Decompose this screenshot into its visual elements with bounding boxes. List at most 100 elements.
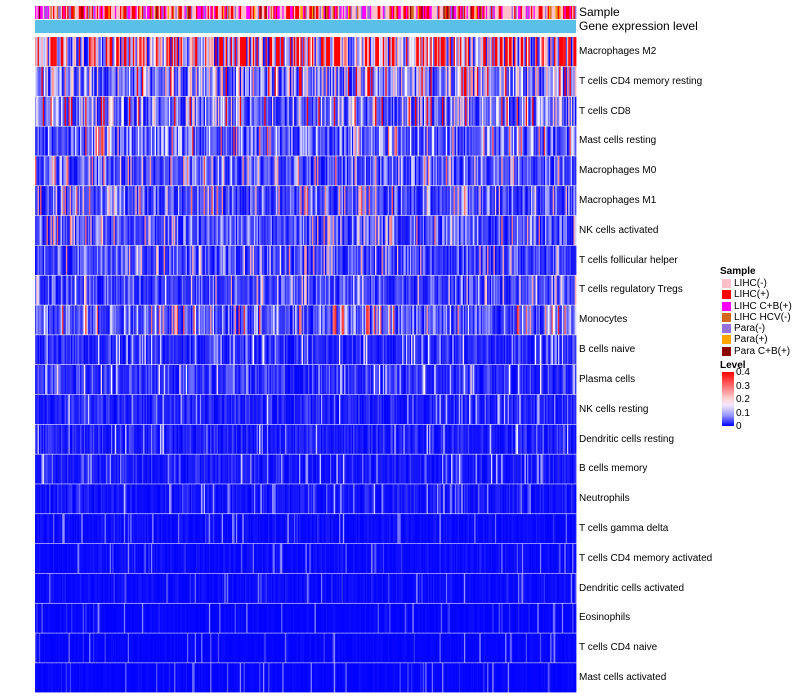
- heatmap-cell: [246, 66, 248, 97]
- heatmap-cell: [398, 335, 400, 365]
- heatmap-cell: [179, 96, 181, 126]
- heatmap-cell: [308, 96, 310, 126]
- heatmap-cell: [430, 275, 433, 305]
- heatmap-cell: [324, 275, 327, 305]
- heatmap-cell: [475, 305, 478, 335]
- heatmap-cell: [159, 245, 162, 275]
- heatmap-cell: [467, 37, 470, 67]
- sample-cell: [342, 6, 345, 19]
- heatmap-cell: [154, 305, 157, 335]
- heatmap-cell: [466, 305, 469, 335]
- heatmap-cell: [501, 126, 503, 156]
- heatmap-cell: [46, 186, 49, 216]
- heatmap-cell: [572, 305, 574, 335]
- heatmap-cell: [424, 305, 426, 335]
- heatmap-cell: [53, 245, 55, 275]
- heatmap-cell: [405, 37, 408, 67]
- heatmap-cell: [129, 126, 131, 156]
- heatmap-cell: [566, 186, 569, 216]
- heatmap-cell: [244, 305, 247, 335]
- heatmap-cell: [503, 245, 506, 275]
- heatmap-cell: [529, 66, 532, 97]
- heatmap-cell: [89, 335, 91, 365]
- heatmap-cell: [453, 215, 456, 246]
- heatmap-cell: [114, 215, 117, 246]
- heatmap-cell: [233, 245, 236, 275]
- heatmap-cell: [302, 275, 305, 305]
- heatmap-cell: [268, 215, 270, 246]
- expression-annotation-bar: [35, 20, 576, 33]
- sample-cell: [492, 6, 494, 19]
- heatmap-cell: [357, 186, 359, 216]
- heatmap-cell: [501, 156, 503, 186]
- heatmap-cell: [430, 186, 433, 216]
- heatmap-cell: [469, 66, 471, 97]
- heatmap-cell: [126, 126, 129, 156]
- heatmap-cell: [86, 335, 89, 365]
- heatmap-cell: [371, 96, 373, 126]
- heatmap-cell: [64, 156, 67, 186]
- heatmap-cell: [250, 66, 252, 97]
- heatmap-cell: [108, 335, 111, 365]
- heatmap-cell: [261, 335, 264, 365]
- heatmap-cell: [99, 186, 102, 216]
- heatmap-cell: [272, 215, 274, 246]
- heatmap-cell: [189, 126, 192, 156]
- heatmap-cell: [42, 37, 45, 67]
- heatmap-cell: [327, 96, 330, 126]
- heatmap-cell: [362, 245, 364, 275]
- heatmap-cell: [282, 186, 285, 216]
- heatmap-cell: [320, 126, 323, 156]
- heatmap-cell: [49, 37, 51, 67]
- heatmap-cell: [281, 37, 283, 67]
- heatmap-cell: [36, 215, 38, 246]
- heatmap-cell: [159, 215, 162, 246]
- heatmap-cell: [485, 66, 488, 97]
- heatmap-cell: [338, 156, 341, 186]
- heatmap-cell: [520, 275, 523, 305]
- heatmap-cell: [261, 96, 264, 126]
- heatmap-cell: [118, 156, 121, 186]
- heatmap-cell: [170, 275, 172, 305]
- heatmap-cell: [297, 186, 300, 216]
- heatmap-cell: [217, 66, 220, 97]
- heatmap-cell: [295, 37, 297, 67]
- heatmap-cell: [408, 96, 411, 126]
- heatmap-cell: [197, 275, 199, 305]
- heatmap-cell: [149, 275, 152, 305]
- heatmap-cell: [109, 156, 112, 186]
- heatmap-cell: [166, 66, 169, 97]
- heatmap-cell: [96, 245, 99, 275]
- heatmap-cell: [286, 245, 288, 275]
- heatmap-cell: [242, 245, 245, 275]
- heatmap-cell: [387, 96, 390, 126]
- heatmap-cell: [301, 37, 304, 67]
- heatmap-cell: [60, 37, 63, 67]
- heatmap-cell: [327, 66, 330, 97]
- heatmap-cell: [300, 126, 303, 156]
- heatmap-cell: [144, 96, 147, 126]
- heatmap-cell: [71, 66, 73, 97]
- heatmap-cell: [373, 126, 376, 156]
- heatmap-cell: [54, 215, 57, 246]
- heatmap-cell: [525, 275, 528, 305]
- heatmap-cell: [551, 126, 554, 156]
- heatmap-cell: [277, 305, 279, 335]
- heatmap-cell: [98, 186, 100, 216]
- heatmap-cell: [488, 156, 491, 186]
- heatmap-cell: [322, 335, 324, 365]
- sample-cell: [490, 6, 493, 19]
- heatmap-cell: [462, 335, 465, 365]
- sample-cell: [518, 6, 520, 19]
- heatmap-cell: [554, 66, 556, 97]
- heatmap-cell: [489, 305, 492, 335]
- heatmap-cell: [395, 126, 398, 156]
- heatmap-cell: [474, 215, 476, 246]
- heatmap-cell: [434, 37, 436, 67]
- heatmap-cell: [74, 186, 77, 216]
- sample-cell: [557, 6, 560, 19]
- heatmap-cell: [246, 335, 248, 365]
- heatmap-cell: [359, 335, 362, 365]
- sample-cell: [241, 6, 243, 19]
- heatmap-cell: [256, 335, 259, 365]
